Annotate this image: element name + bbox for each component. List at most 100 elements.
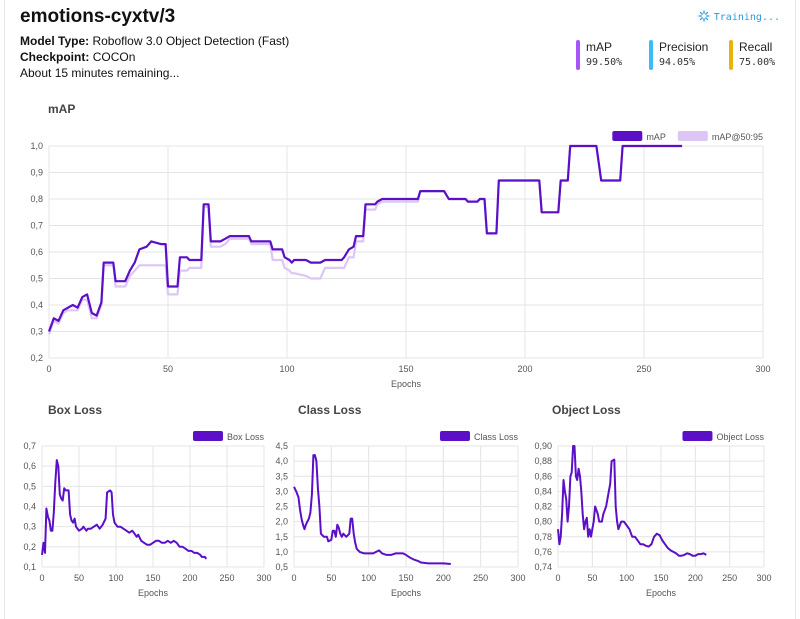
x-tick-label: 200 <box>182 573 197 583</box>
map-chart: 0,2 0,3 0,4 0,5 0,6 0,7 0,8 0,9 1,0 0 50 100 150 200 2… <box>30 131 771 389</box>
y-tick-label: 0,8 <box>30 194 43 204</box>
legend-swatch <box>612 131 643 141</box>
y-tick-label: 1,5 <box>275 532 288 542</box>
x-axis-label: Epochs <box>138 588 169 598</box>
time-remaining: About 15 minutes remaining... <box>20 66 180 80</box>
y-tick-label: 0,80 <box>534 517 552 527</box>
legend-label: Class Loss <box>474 432 519 442</box>
y-tick-label: 0,74 <box>534 562 552 572</box>
y-tick-label: 0,3 <box>30 327 43 337</box>
x-tick-label: 150 <box>653 573 668 583</box>
model-type-label: Model Type: <box>20 34 90 48</box>
page-title: emotions-cyxtv/3 <box>20 6 176 27</box>
y-tick-label: 0,4 <box>23 502 36 512</box>
x-tick-label: 0 <box>39 573 44 583</box>
x-tick-label: 300 <box>756 573 771 583</box>
x-axis-label: Epochs <box>391 379 422 389</box>
box-loss-chart-title: Box Loss <box>48 403 103 417</box>
checkpoint-value: COCOn <box>92 50 136 64</box>
y-tick-label: 0,84 <box>534 486 552 496</box>
series-line-map <box>47 144 683 332</box>
y-tick-label: 0,2 <box>30 353 43 363</box>
x-axis-label: Epochs <box>646 588 677 598</box>
x-tick-label: 250 <box>722 573 737 583</box>
y-tick-label: 2,0 <box>275 517 288 527</box>
x-tick-label: 0 <box>291 573 296 583</box>
y-tick-label: 0,6 <box>23 461 36 471</box>
object-loss-chart-title: Object Loss <box>552 403 621 417</box>
metric-recall-label: Recall <box>739 40 773 54</box>
x-tick-label: 0 <box>46 364 51 374</box>
legend-swatch <box>439 431 470 441</box>
y-tick-label: 0,78 <box>534 532 552 542</box>
model-type-value: Roboflow 3.0 Object Detection (Fast) <box>92 34 290 48</box>
legend-label: mAP <box>646 132 666 142</box>
series-line-map-50-95 <box>47 144 683 335</box>
metric-map-value: 99.50% <box>586 57 623 68</box>
x-axis-label: Epochs <box>391 588 422 598</box>
x-tick-label: 200 <box>436 573 451 583</box>
legend-swatch <box>682 431 713 441</box>
checkpoint-row: Checkpoint: COCOn <box>20 50 135 64</box>
x-tick-label: 50 <box>326 573 336 583</box>
metric-recall-value: 75.00% <box>739 57 776 68</box>
series-line-box-loss <box>41 459 208 560</box>
x-tick-label: 250 <box>636 364 651 374</box>
class-loss-chart-title: Class Loss <box>298 403 362 417</box>
metric-map-label: mAP <box>586 40 613 54</box>
x-tick-label: 300 <box>510 573 525 583</box>
y-tick-label: 0,6 <box>30 247 43 257</box>
metric-recall-bar <box>729 40 733 70</box>
y-tick-label: 0,5 <box>23 481 36 491</box>
x-tick-label: 300 <box>256 573 271 583</box>
y-tick-label: 0,5 <box>275 562 288 572</box>
training-spinner-icon <box>698 10 710 25</box>
x-tick-label: 0 <box>555 573 560 583</box>
y-tick-label: 0,2 <box>23 542 36 552</box>
x-tick-label: 50 <box>163 364 173 374</box>
y-tick-label: 0,3 <box>23 522 36 532</box>
map-chart-title: mAP <box>48 102 76 116</box>
y-tick-label: 0,7 <box>30 221 43 231</box>
metric-precision-label: Precision <box>659 40 709 54</box>
y-tick-label: 0,9 <box>30 168 43 178</box>
class-loss-chart: 0,5 1,0 1,5 2,0 2,5 3,0 3,5 4,0 4,5 0 50 100 150 200 2… <box>275 431 526 598</box>
x-tick-label: 50 <box>587 573 597 583</box>
x-tick-label: 100 <box>279 364 294 374</box>
x-tick-label: 100 <box>108 573 123 583</box>
metric-precision: Precision 94.05% <box>649 40 708 70</box>
object-loss-chart: 0,74 0,76 0,78 0,80 0,82 0,84 0,86 0,88 0,90 0 50 1… <box>534 431 772 598</box>
x-tick-label: 250 <box>473 573 488 583</box>
box-loss-chart: 0,1 0,2 0,3 0,4 0,5 0,6 0,7 0 50 100 150 200 250 300 E… <box>23 431 272 598</box>
y-tick-label: 0,5 <box>30 274 43 284</box>
x-tick-label: 100 <box>361 573 376 583</box>
y-tick-label: 0,82 <box>534 502 552 512</box>
y-tick-label: 0,7 <box>23 441 36 451</box>
y-tick-label: 0,90 <box>534 441 552 451</box>
y-tick-label: 0,86 <box>534 471 552 481</box>
y-tick-label: 0,88 <box>534 456 552 466</box>
x-tick-label: 150 <box>145 573 160 583</box>
y-tick-label: 0,4 <box>30 300 43 310</box>
y-tick-label: 3,0 <box>275 486 288 496</box>
x-tick-label: 200 <box>688 573 703 583</box>
metric-precision-bar <box>649 40 653 70</box>
x-tick-label: 150 <box>398 364 413 374</box>
panel-frame <box>4 0 796 619</box>
y-tick-label: 0,1 <box>23 562 36 572</box>
legend-label: Box Loss <box>227 432 265 442</box>
y-tick-label: 3,5 <box>275 471 288 481</box>
model-type-row: Model Type: Roboflow 3.0 Object Detectio… <box>20 34 289 48</box>
checkpoint-label: Checkpoint: <box>20 50 90 64</box>
series-line-object-loss <box>557 445 707 557</box>
x-tick-label: 200 <box>517 364 532 374</box>
metric-map-bar <box>576 40 580 70</box>
metric-precision-value: 94.05% <box>659 57 696 68</box>
metric-map: mAP 99.50% <box>576 40 622 70</box>
x-tick-label: 150 <box>398 573 413 583</box>
metric-recall: Recall 75.00% <box>729 40 775 70</box>
training-status-text: Training... <box>713 12 780 23</box>
x-tick-label: 50 <box>74 573 84 583</box>
x-tick-label: 250 <box>219 573 234 583</box>
series-line-class-loss <box>293 454 451 565</box>
